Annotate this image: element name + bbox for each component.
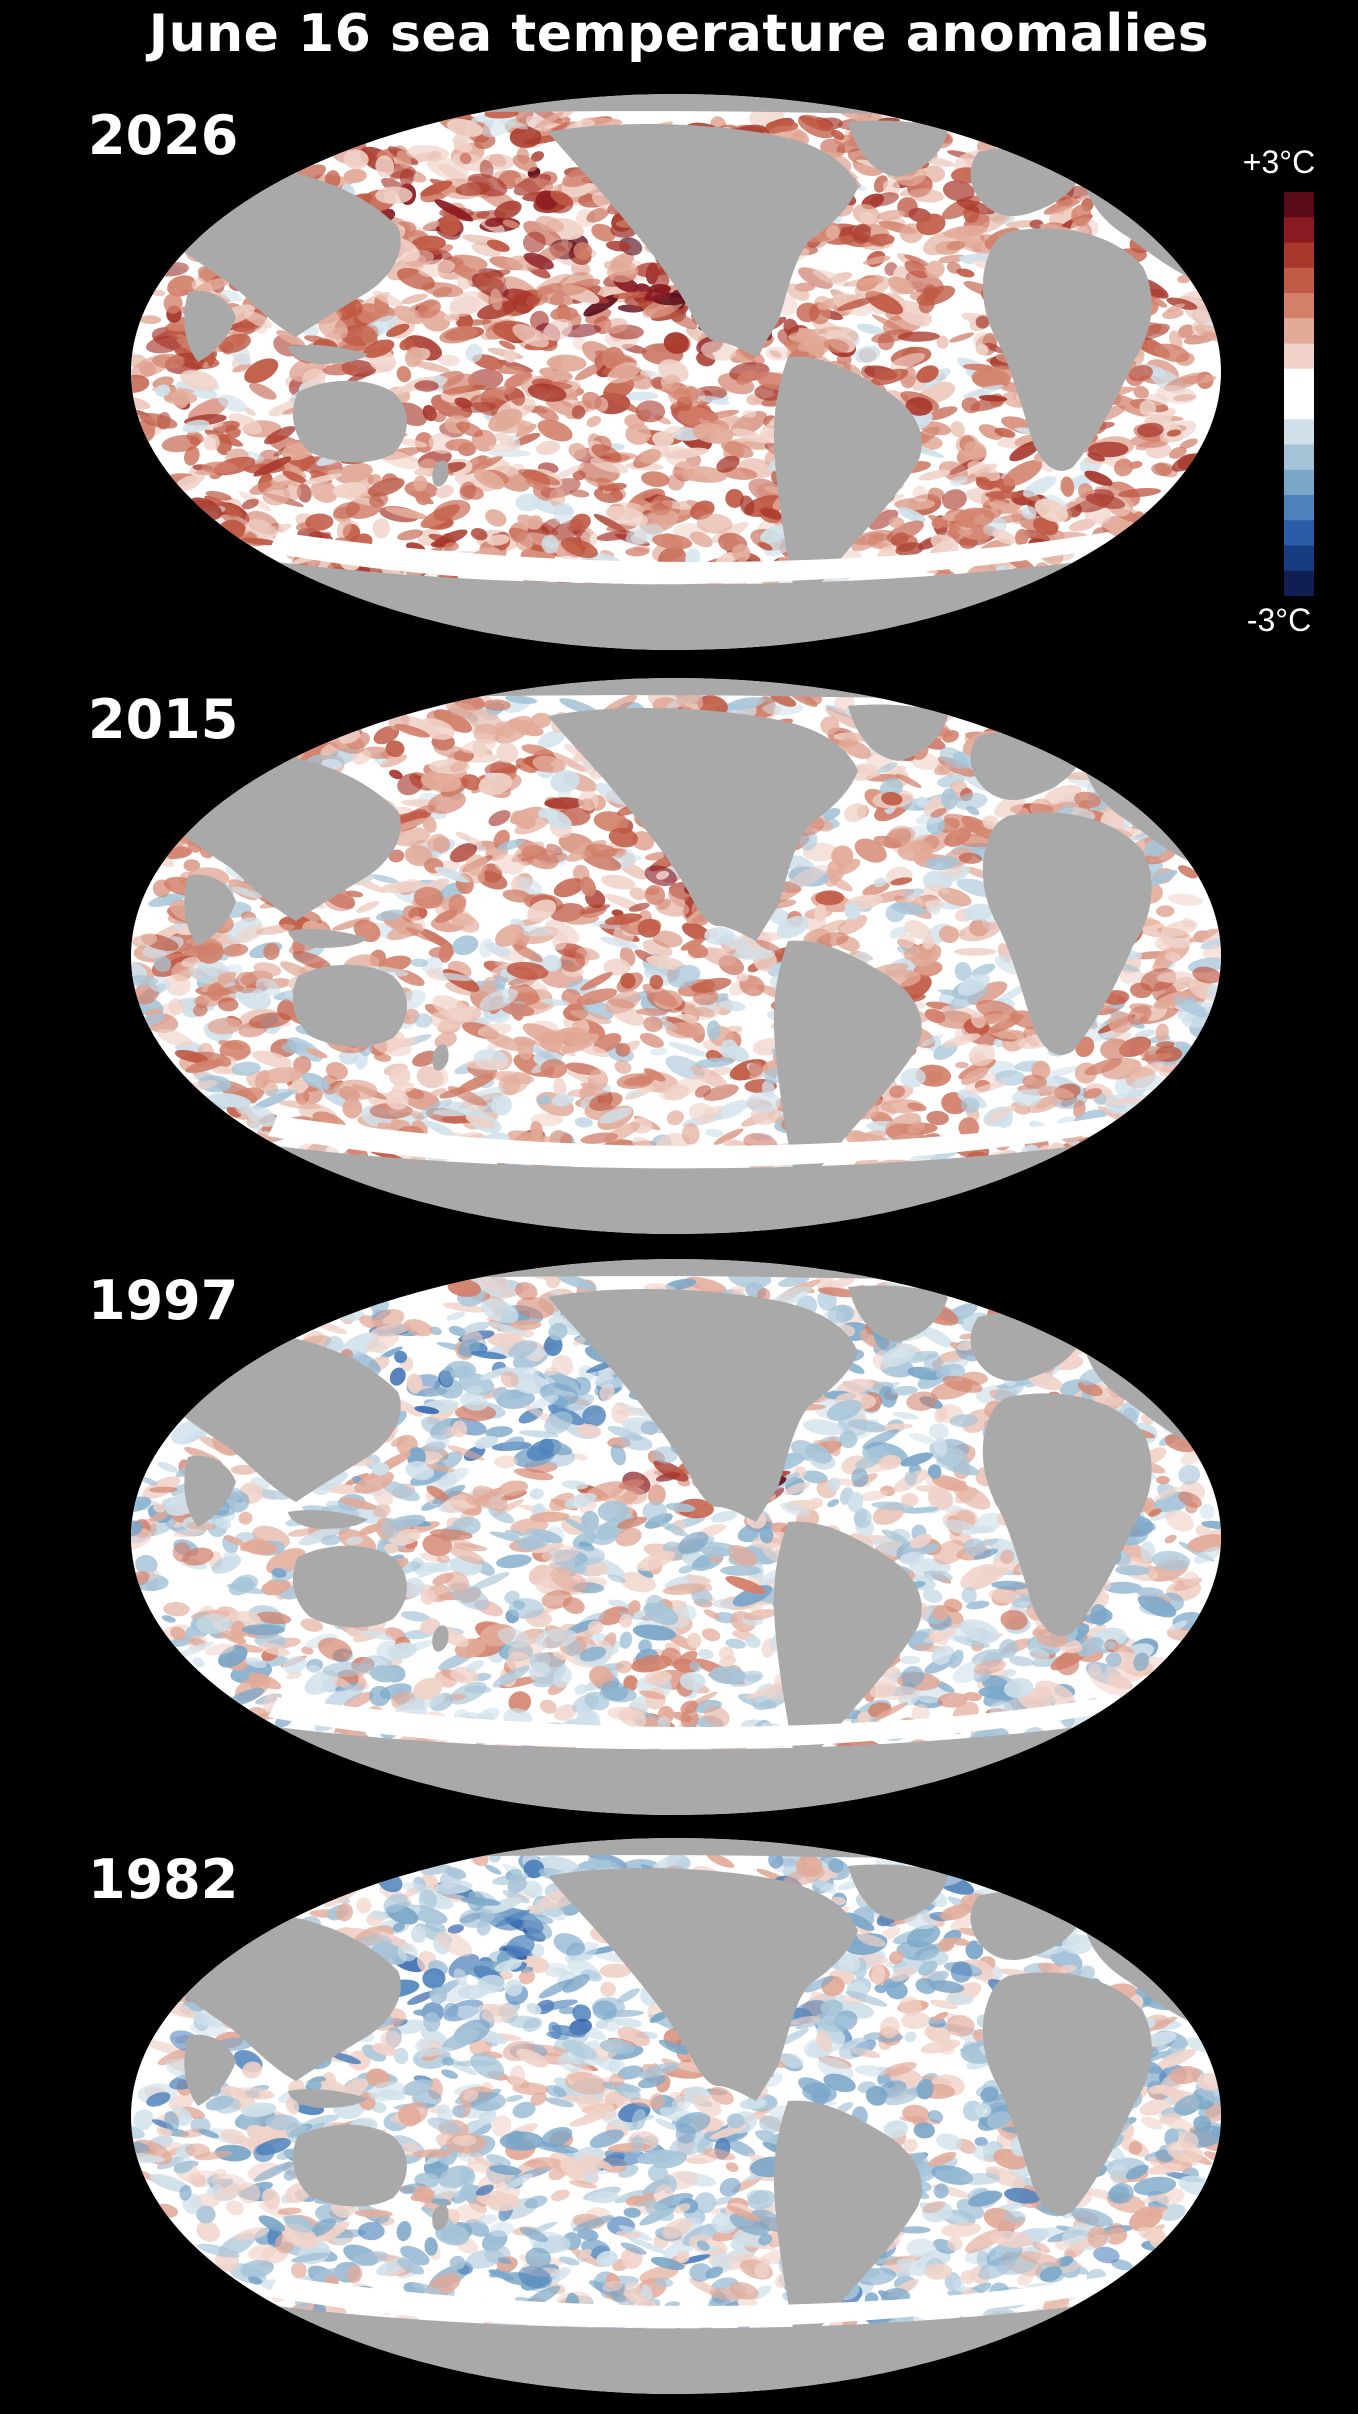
land-mass bbox=[248, 678, 1108, 698]
map-panel-1997: 1997 bbox=[0, 1257, 1358, 1817]
land-mass bbox=[848, 1285, 948, 1342]
land-mass bbox=[184, 874, 236, 946]
land-mass bbox=[184, 1455, 236, 1527]
legend-swatch bbox=[1284, 394, 1314, 420]
land-mass bbox=[548, 1289, 858, 1522]
legend-swatch bbox=[1284, 217, 1314, 244]
land-mass bbox=[848, 120, 948, 177]
legend-swatch bbox=[1284, 419, 1314, 446]
year-label-1982: 1982 bbox=[88, 1848, 239, 1911]
year-label-2026: 2026 bbox=[88, 104, 239, 167]
land-mass bbox=[184, 2034, 236, 2106]
land-mass bbox=[432, 1625, 449, 1652]
year-label-2015: 2015 bbox=[88, 688, 239, 751]
land-mass bbox=[548, 708, 858, 941]
land-mass bbox=[248, 1838, 1108, 1858]
legend-swatch bbox=[1284, 293, 1314, 319]
land-mass bbox=[982, 228, 1152, 471]
land-mass bbox=[292, 1545, 407, 1628]
map-panel-2026: 2026 bbox=[0, 92, 1358, 652]
land-mass bbox=[432, 2204, 449, 2231]
sea-ice bbox=[268, 1697, 1128, 1749]
chart-title: June 16 sea temperature anomalies bbox=[148, 4, 1210, 64]
land-mass bbox=[982, 1393, 1152, 1636]
world-map-2026 bbox=[131, 94, 1221, 650]
world-map-1982 bbox=[131, 1838, 1221, 2394]
land-mass bbox=[292, 380, 407, 463]
land-mass bbox=[184, 290, 236, 362]
land-mass bbox=[248, 1259, 1108, 1279]
land-mass bbox=[982, 812, 1152, 1055]
land-mass bbox=[432, 1044, 449, 1071]
land-mass bbox=[848, 1864, 948, 1921]
color-legend: +3°C -3°C bbox=[1240, 140, 1358, 640]
map-panel-1982: 1982 bbox=[0, 1836, 1358, 2396]
legend-swatch bbox=[1284, 343, 1314, 370]
year-label-1997: 1997 bbox=[88, 1269, 239, 1332]
land-mass bbox=[292, 964, 407, 1047]
legend-swatch bbox=[1284, 267, 1314, 294]
land-mass bbox=[773, 940, 922, 1191]
land-mass bbox=[288, 1509, 368, 1529]
land-mass bbox=[248, 94, 1108, 114]
world-map-1997 bbox=[131, 1259, 1221, 1815]
land-mass bbox=[773, 1521, 922, 1772]
legend-swatch bbox=[1284, 520, 1314, 547]
world-map-2015 bbox=[131, 678, 1221, 1234]
legend-swatch bbox=[1284, 495, 1314, 521]
land-mass bbox=[773, 2100, 922, 2351]
legend-swatch bbox=[1284, 318, 1314, 345]
land-mass bbox=[848, 704, 948, 761]
legend-swatch bbox=[1284, 545, 1314, 572]
legend-min-label: -3°C bbox=[1246, 602, 1312, 638]
legend-swatch bbox=[1284, 192, 1314, 218]
land-mass bbox=[288, 344, 368, 364]
land-mass bbox=[288, 2088, 368, 2108]
sea-ice bbox=[268, 1116, 1128, 1168]
legend-swatch bbox=[1284, 368, 1314, 395]
land-mass bbox=[292, 2124, 407, 2207]
sea-ice bbox=[268, 2276, 1128, 2328]
map-panel-2015: 2015 bbox=[0, 676, 1358, 1236]
land-mass bbox=[982, 1972, 1152, 2215]
sea-ice bbox=[268, 532, 1128, 584]
legend-swatch bbox=[1284, 469, 1314, 496]
land-mass bbox=[432, 460, 449, 487]
land-mass bbox=[548, 1868, 858, 2101]
land-mass bbox=[548, 124, 858, 357]
land-mass bbox=[288, 928, 368, 948]
legend-swatch bbox=[1284, 242, 1314, 269]
legend-max-label: +3°C bbox=[1242, 144, 1316, 180]
legend-swatch bbox=[1284, 444, 1314, 471]
legend-swatch bbox=[1284, 570, 1314, 596]
land-mass bbox=[773, 356, 922, 607]
legend-color-bar bbox=[1284, 192, 1314, 596]
